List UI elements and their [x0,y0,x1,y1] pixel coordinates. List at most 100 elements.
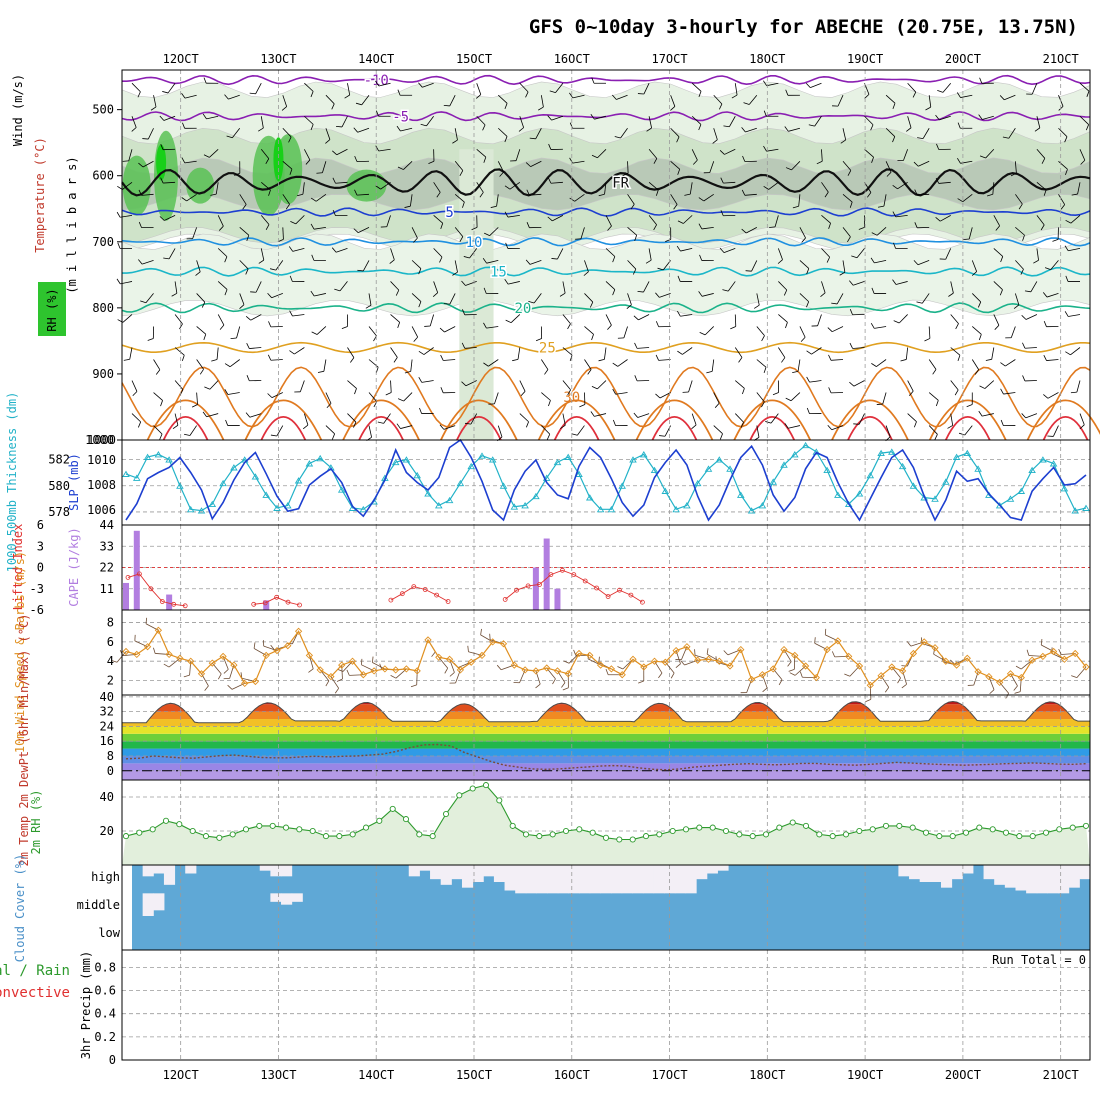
wind-barb-flag [955,323,959,330]
wind-barb-flag [181,92,186,99]
wind-barb-flag [569,197,575,202]
wind-barb [465,281,477,286]
wind-barb-flag [912,91,917,98]
x-tick-label: 20OCT [945,1068,981,1082]
wind-speed-point [672,646,680,655]
dewpoint-line [125,743,1087,771]
wind-barb-flag [785,89,789,96]
wind-barb-flag [590,411,595,417]
chart-title: GFS 0~10day 3-hourly for ABECHE (20.75E,… [529,16,1078,38]
wind-barb [416,670,418,685]
thickness-point [920,494,928,501]
thickness-point [715,456,724,463]
rh-point [829,833,836,840]
x-tick-label: 20OCT [945,52,981,66]
wind-speed-point [1071,649,1079,658]
wind-barb [574,193,585,202]
cloud-middle-clear [270,893,282,902]
wind-barb [1070,347,1081,356]
lifted-index-point [422,587,428,592]
cloud-middle-clear [281,893,293,905]
wind-barb [411,260,422,269]
wind-barb-flag [310,223,315,230]
wind-barb [648,149,658,159]
wind-barb-flag [858,226,865,230]
lifted-index-line [390,586,449,602]
wind-barb [637,347,650,349]
wind-barb-flag [633,315,639,321]
thickness-point [1017,487,1026,494]
wind-speed-point [262,651,270,660]
wind-barb-flag [591,154,598,159]
wind-barb [229,359,240,368]
wind-barb-flag [325,680,330,687]
wind-barb [232,128,241,138]
y-tick-label-right: 22 [100,561,114,575]
wind-barb [1076,380,1081,393]
wind-barb [1079,115,1089,125]
wind-barb [1068,314,1081,317]
wind-barb [885,94,896,104]
wind-barb-flag [963,238,970,241]
temp-band [122,763,1090,771]
wind-barb-flag [999,95,1005,101]
wind-barb-flag [871,287,875,294]
wind-barb-flag [191,404,198,408]
thickness-point [963,449,972,457]
wind-barb [410,359,413,372]
y-tick-label-right: 1006 [87,503,116,517]
wind-barb [189,425,197,436]
wind-barb [163,181,176,184]
thickness-point [575,470,583,477]
wind-barb-flag [675,663,681,668]
rh-point [229,831,236,838]
wind-barb [217,215,224,227]
wind-barb-flag [310,197,317,202]
isotherm-label: 20 [514,301,531,317]
lifted-index-point [502,597,508,602]
wind-barb-flag [227,684,233,690]
wind-barb-flag [892,279,897,285]
wind-barb [770,413,779,424]
temp-band [122,726,1090,734]
lifted-index-point [285,599,291,605]
wind-barb-flag [337,668,344,672]
wind-barb [701,293,714,297]
wind-barb-flag [145,617,148,624]
thickness-point [801,441,810,449]
wind-barb-flag [957,157,961,164]
wind-barb-flag [132,391,138,397]
wind-barb [876,359,887,367]
cloud-high-clear [153,865,165,874]
wind-barb-flag [840,139,846,144]
wind-speed-point [445,655,454,663]
wind-barb-flag [1013,304,1020,309]
wind-barb-flag [444,667,449,674]
wind-barb-flag [720,177,724,184]
wind-barb [433,281,439,293]
wind-barb [494,392,499,405]
panel-cloud-cover: high middle low Cloud Cover (%) [13,854,1091,962]
rh-point [1069,824,1076,831]
cloud-high-clear [696,865,708,880]
wind-barb [704,326,715,336]
rh-point [456,792,463,799]
wind-barb-flag [785,322,788,329]
wind-barb [260,215,270,225]
wind-barb [390,347,398,358]
y-tick-label-right: 33 [100,539,114,553]
wind-barb [691,413,697,426]
wind-barb-flag [202,113,207,120]
wind-barb-flag [827,424,833,430]
wind-barb [174,380,184,390]
cloud-high-clear [1015,865,1027,891]
wind-barb-flag [288,136,292,143]
wind-barb-flag [483,287,487,294]
wind-barb-flag [849,381,855,387]
wind-barb-flag [909,390,914,396]
wind-barb-flag [871,363,877,367]
axis-label-precip: 3hr Precip (mm) [79,951,93,1059]
wind-barb [260,116,264,129]
wind-barb-flag [781,357,786,363]
wind-barb-flag [777,259,783,264]
